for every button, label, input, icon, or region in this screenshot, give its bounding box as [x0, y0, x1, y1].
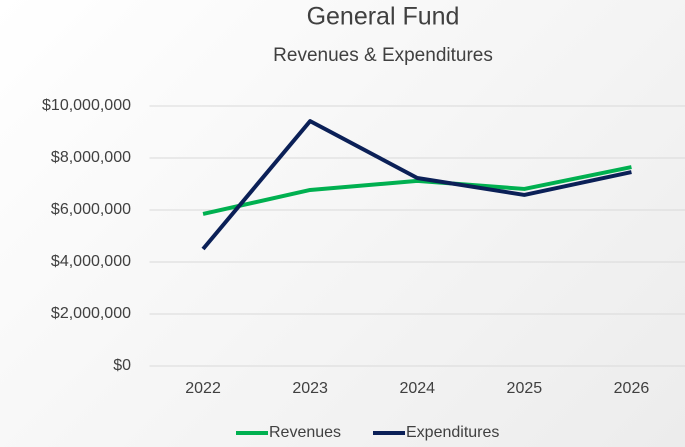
y-tick-label: $4,000,000	[51, 253, 131, 270]
chart-title: General Fund	[307, 3, 460, 31]
x-tick-label: 2025	[507, 380, 543, 397]
x-tick-label: 2023	[292, 380, 328, 397]
x-tick-label: 2024	[399, 380, 435, 397]
y-tick-label: $8,000,000	[51, 149, 131, 166]
y-tick-label: $10,000,000	[42, 97, 131, 114]
chart-subtitle: Revenues & Expenditures	[273, 45, 493, 66]
y-tick-label: $6,000,000	[51, 201, 131, 218]
legend-label: Revenues	[269, 424, 341, 441]
series-line	[202, 165, 632, 216]
x-tick-label: 2022	[185, 380, 221, 397]
y-tick-label: $0	[113, 357, 131, 374]
legend-label: Expenditures	[406, 424, 499, 441]
x-tick-label: 2026	[614, 380, 650, 397]
y-tick-label: $2,000,000	[51, 305, 131, 322]
series-line	[201, 119, 632, 251]
